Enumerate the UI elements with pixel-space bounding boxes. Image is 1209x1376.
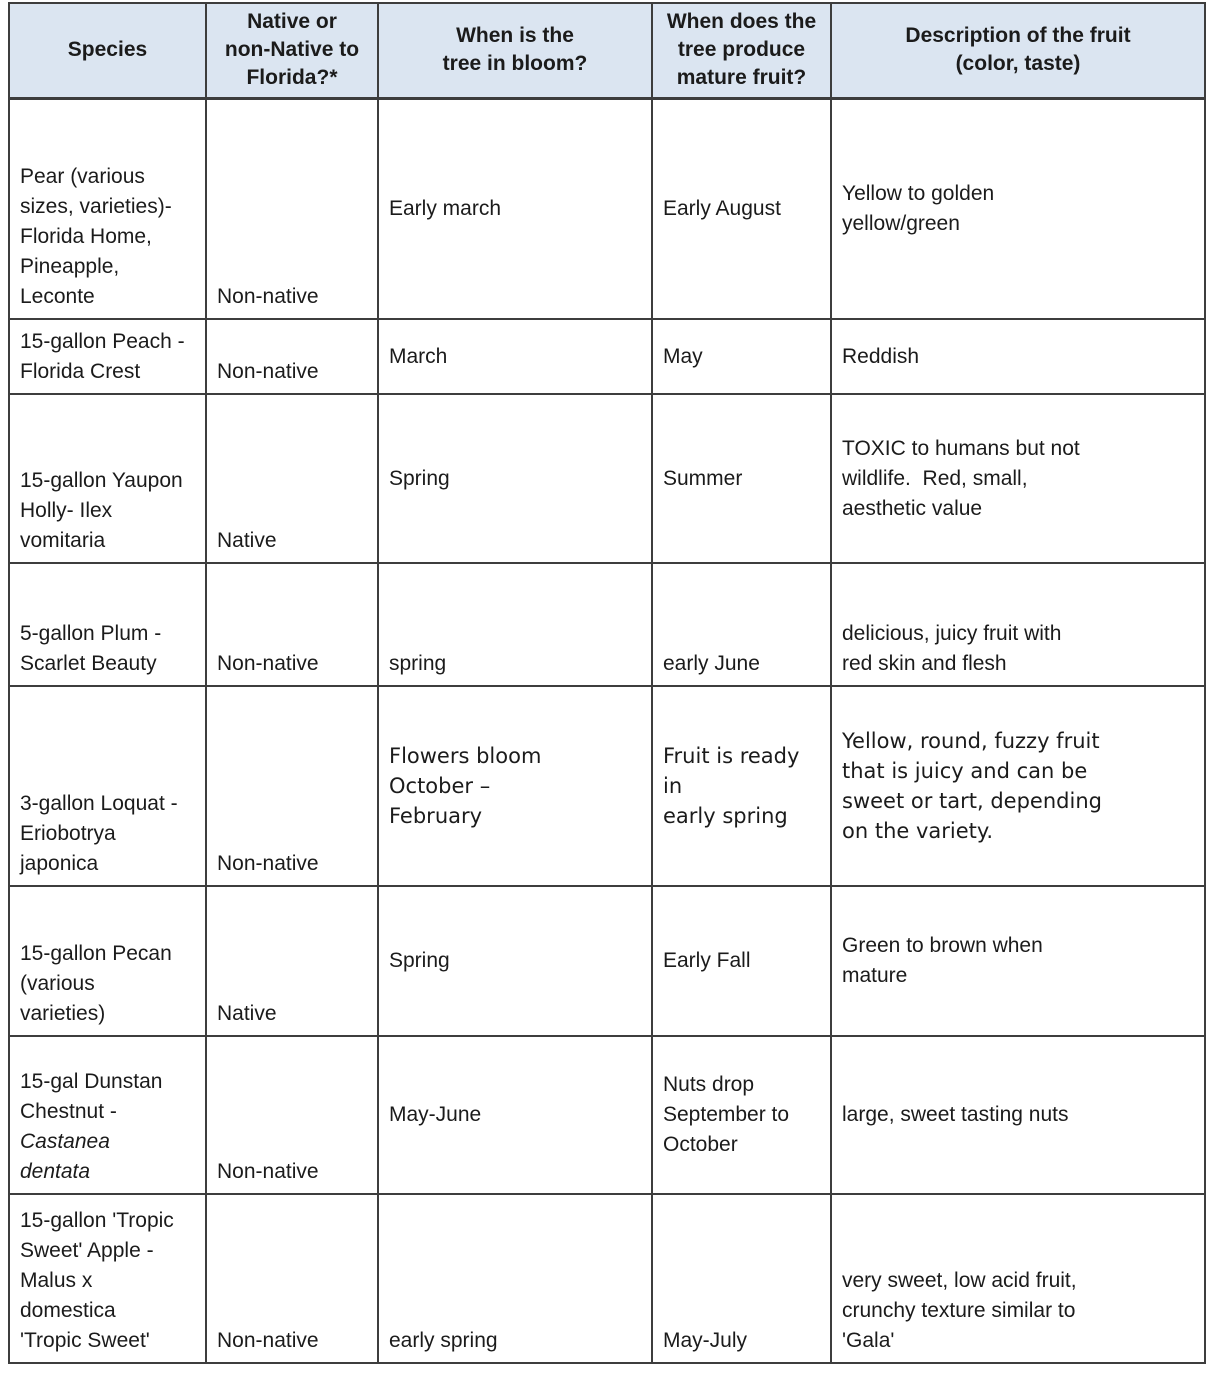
table-row-peach: 15-gallon Peach - Florida Crest Non-nati… (8, 318, 1206, 395)
fruit-time-cell: May (651, 318, 832, 395)
description-cell: Reddish (830, 318, 1206, 395)
fruit-tree-table: Species Native or non-Native to Florida?… (8, 2, 1206, 1364)
table-row-pear: Pear (various sizes, varieties)- Florida… (8, 97, 1206, 320)
header-bloom: When is the tree in bloom? (377, 2, 653, 100)
description-cell: Green to brown when mature (830, 885, 1206, 1037)
species-scientific-name: Castanea dentata (20, 1130, 110, 1183)
header-species: Species (8, 2, 207, 100)
native-cell: Native (205, 393, 379, 564)
species-cell: 15-gal Dunstan Chestnut - Castanea denta… (8, 1035, 207, 1195)
bloom-cell: spring (377, 562, 653, 687)
table-row-plum: 5-gallon Plum - Scarlet Beauty Non-nativ… (8, 562, 1206, 687)
fruit-time-cell: Early August (651, 97, 832, 320)
bloom-cell: early spring (377, 1193, 653, 1364)
fruit-time-cell: Summer (651, 393, 832, 564)
bloom-cell: Flowers bloom October – February (377, 685, 653, 887)
fruit-time-cell: May-July (651, 1193, 832, 1364)
bloom-cell: Spring (377, 393, 653, 564)
species-cell: 15-gallon Peach - Florida Crest (8, 318, 207, 395)
bloom-cell: Early march (377, 97, 653, 320)
fruit-time-cell: Nuts drop September to October (651, 1035, 832, 1195)
table-row-pecan: 15-gallon Pecan (various varieties) Nati… (8, 885, 1206, 1037)
header-mature-fruit: When does the tree produce mature fruit? (651, 2, 832, 100)
description-cell: delicious, juicy fruit with red skin and… (830, 562, 1206, 687)
native-cell: Non-native (205, 1035, 379, 1195)
fruit-time-cell: early June (651, 562, 832, 687)
description-cell: Yellow to golden yellow/green (830, 97, 1206, 320)
native-cell: Non-native (205, 685, 379, 887)
description-cell: large, sweet tasting nuts (830, 1035, 1206, 1195)
native-cell: Native (205, 885, 379, 1037)
bloom-cell: Spring (377, 885, 653, 1037)
fruit-time-cell: Fruit is ready in early spring (651, 685, 832, 887)
species-cell: 15-gallon Pecan (various varieties) (8, 885, 207, 1037)
bloom-cell: March (377, 318, 653, 395)
description-cell: Yellow, round, fuzzy fruit that is juicy… (830, 685, 1206, 887)
native-cell: Non-native (205, 97, 379, 320)
description-cell: TOXIC to humans but not wildlife. Red, s… (830, 393, 1206, 564)
species-text: 15-gal Dunstan Chestnut - (20, 1070, 163, 1123)
species-cell: 5-gallon Plum - Scarlet Beauty (8, 562, 207, 687)
table-row-loquat: 3-gallon Loquat - Eriobotrya japonica No… (8, 685, 1206, 887)
description-cell: very sweet, low acid fruit, crunchy text… (830, 1193, 1206, 1364)
table-row-yaupon-holly: 15-gallon Yaupon Holly- Ilex vomitaria N… (8, 393, 1206, 564)
species-cell: 3-gallon Loquat - Eriobotrya japonica (8, 685, 207, 887)
header-description: Description of the fruit (color, taste) (830, 2, 1206, 100)
native-cell: Non-native (205, 318, 379, 395)
species-cell: Pear (various sizes, varieties)- Florida… (8, 97, 207, 320)
species-cell: 15-gallon 'Tropic Sweet' Apple - Malus x… (8, 1193, 207, 1364)
table-row-chestnut: 15-gal Dunstan Chestnut - Castanea denta… (8, 1035, 1206, 1195)
native-cell: Non-native (205, 1193, 379, 1364)
header-native: Native or non-Native to Florida?* (205, 2, 379, 100)
fruit-time-cell: Early Fall (651, 885, 832, 1037)
bloom-cell: May-June (377, 1035, 653, 1195)
table-row-apple: 15-gallon 'Tropic Sweet' Apple - Malus x… (8, 1193, 1206, 1364)
header-row: Species Native or non-Native to Florida?… (8, 2, 1206, 100)
species-cell: 15-gallon Yaupon Holly- Ilex vomitaria (8, 393, 207, 564)
native-cell: Non-native (205, 562, 379, 687)
